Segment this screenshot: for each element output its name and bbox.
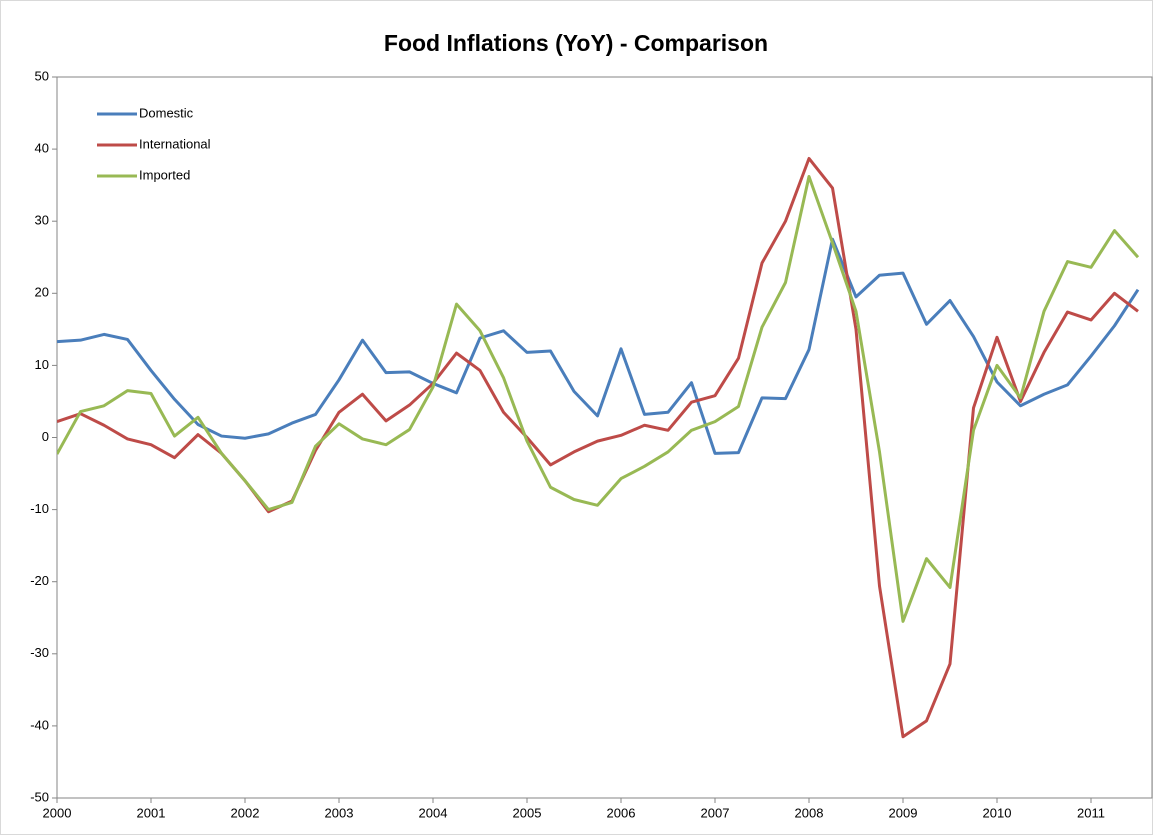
y-tick-label: 30 <box>35 213 49 228</box>
data-line <box>57 175 1140 623</box>
y-tick-label: 10 <box>35 357 49 372</box>
y-tick-label: 50 <box>35 68 49 83</box>
x-tick-label: 2009 <box>889 805 918 820</box>
x-tick-label: 2000 <box>43 805 72 820</box>
plot-frame <box>56 76 1153 799</box>
legend-label: Imported <box>139 167 190 182</box>
legend-label: Domestic <box>139 105 194 120</box>
y-tick-label: -10 <box>30 501 49 516</box>
y-tick-label: -50 <box>30 789 49 804</box>
chart-title: Food Inflations (YoY) - Comparison <box>384 30 768 56</box>
x-tick-label: 2007 <box>701 805 730 820</box>
x-tick-label: 2004 <box>419 805 448 820</box>
x-tick-label: 2003 <box>325 805 354 820</box>
y-tick-label: -40 <box>30 717 49 732</box>
y-tick-label: -20 <box>30 573 49 588</box>
legend-label: International <box>139 136 211 151</box>
x-tick-label: 2011 <box>1077 805 1105 820</box>
x-tick-label: 2010 <box>983 805 1012 820</box>
y-tick-label: 40 <box>35 141 49 156</box>
x-tick-label: 2008 <box>795 805 824 820</box>
x-tick-label: 2006 <box>607 805 636 820</box>
data-line <box>57 237 1140 455</box>
x-tick-label: 2001 <box>137 805 166 820</box>
y-tick-label: 20 <box>35 285 49 300</box>
y-tick-label: 0 <box>42 429 49 444</box>
x-tick-label: 2005 <box>513 805 542 820</box>
y-tick-label: -30 <box>30 645 49 660</box>
x-tick-label: 2002 <box>231 805 260 820</box>
